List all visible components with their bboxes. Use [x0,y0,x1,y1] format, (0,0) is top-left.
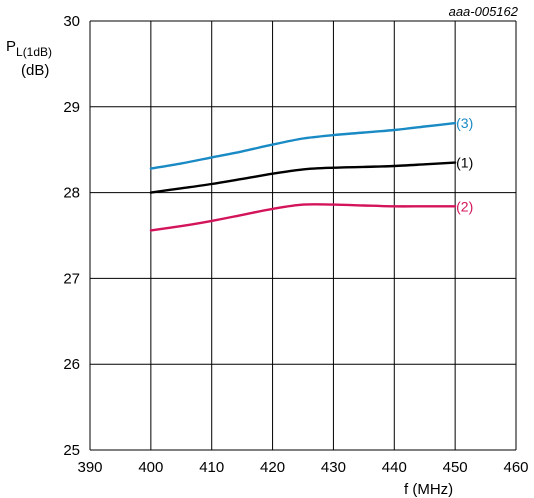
series-label-2: (1) [456,155,473,171]
x-tick-label: 400 [138,459,163,476]
figure-code: aaa-005162 [449,4,519,19]
series-line-3 [149,203,457,232]
x-tick-label: 390 [77,459,102,476]
y-axis-label-sub: L(1dB) [16,45,52,59]
x-tick-label: 450 [443,459,468,476]
series-line-2 [149,161,457,194]
y-axis-label: PL(1dB) [6,38,52,59]
series-label-1: (3) [456,115,473,131]
x-axis-label: f (MHz) [404,481,453,498]
y-tick-label: 30 [63,13,80,30]
y-tick-label: 25 [63,442,80,459]
x-tick-label: 460 [503,459,528,476]
y-tick-label: 29 [63,99,80,116]
y-tick-labels: 25 26 27 28 29 30 [63,13,80,459]
series-group: (3) (1) (2) [149,115,473,232]
y-tick-label: 28 [63,185,80,202]
series-line-1 [149,121,457,170]
y-tick-label: 26 [63,356,80,373]
x-tick-label: 430 [321,459,346,476]
y-axis-unit: (dB) [21,62,49,79]
x-tick-label: 440 [382,459,407,476]
series-label-3: (2) [456,198,473,214]
y-tick-label: 27 [63,270,80,287]
x-tick-label: 420 [260,459,285,476]
x-tick-labels: 390 400 410 420 430 440 450 460 [77,459,528,476]
grid [89,20,517,451]
x-tick-label: 410 [199,459,224,476]
y-axis-label-main: P [6,38,16,55]
